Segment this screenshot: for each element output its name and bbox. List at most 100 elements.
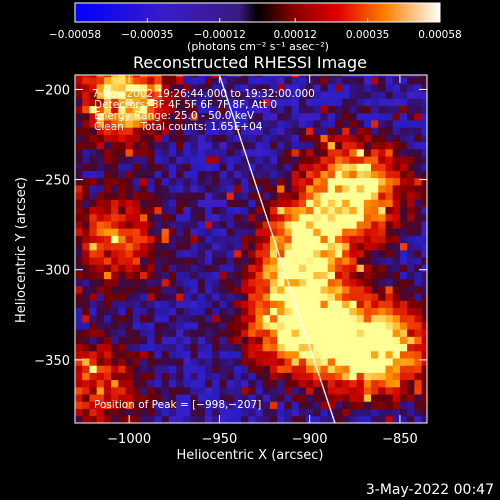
heatmap-cell (233, 156, 242, 164)
heatmap-cell (154, 401, 163, 409)
heatmap-cell (277, 213, 285, 222)
heatmap-cell (168, 75, 177, 78)
heatmap-cell (385, 314, 394, 323)
heatmap-cell (320, 235, 329, 244)
heatmap-cell (248, 401, 256, 409)
heatmap-cell (421, 264, 427, 272)
heatmap-cell (219, 285, 228, 294)
heatmap-cell (385, 386, 394, 395)
heatmap-cell (262, 120, 271, 128)
heatmap-cell (132, 264, 141, 272)
heatmap-cell (291, 394, 300, 402)
heatmap-cell (118, 314, 126, 323)
heatmap-cell (313, 408, 321, 417)
heatmap-cell (385, 257, 394, 265)
heatmap-cell (313, 120, 321, 128)
heatmap-cell (356, 242, 365, 251)
heatmap-cell (226, 322, 235, 330)
heatmap-cell (132, 300, 141, 309)
heatmap-cell (233, 163, 242, 171)
heatmap-cell (269, 249, 278, 258)
heatmap-cell (327, 293, 336, 301)
heatmap-cell (204, 199, 213, 208)
heatmap-cell (139, 249, 148, 258)
heatmap-cell (414, 228, 422, 236)
heatmap-cell (269, 177, 278, 186)
heatmap-cell (248, 242, 256, 251)
heatmap-cell (89, 408, 98, 417)
heatmap-cell (147, 213, 155, 222)
heatmap-cell (147, 156, 155, 164)
heatmap-cell (147, 84, 155, 92)
heatmap-cell (255, 293, 264, 301)
heatmap-cell (103, 192, 112, 200)
heatmap-cell (89, 213, 98, 222)
heatmap-cell (212, 141, 220, 150)
heatmap-cell (139, 257, 148, 265)
heatmap-cell (204, 112, 213, 121)
heatmap-cell (334, 221, 343, 229)
heatmap-cell (255, 105, 264, 114)
heatmap-cell (233, 278, 242, 287)
heatmap-cell (168, 293, 177, 301)
heatmap-cell (197, 112, 206, 121)
heatmap-cell (291, 206, 300, 215)
heatmap-cell (277, 415, 285, 423)
heatmap-cell (132, 91, 141, 99)
heatmap-cell (349, 285, 357, 294)
heatmap-cell (248, 271, 256, 280)
heatmap-cell (334, 365, 343, 373)
heatmap-cell (371, 372, 379, 381)
heatmap-cell (132, 322, 141, 330)
heatmap-cell (277, 379, 285, 388)
heatmap-cell (392, 221, 401, 229)
heatmap-cell (190, 127, 199, 135)
heatmap-cell (313, 285, 321, 294)
heatmap-cell (269, 365, 278, 373)
heatmap-cell (298, 343, 307, 352)
heatmap-cell (125, 242, 134, 251)
heatmap-cell (291, 350, 300, 359)
heatmap-cell (407, 257, 415, 265)
heatmap-cell (241, 120, 249, 128)
heatmap-cell (197, 329, 206, 337)
heatmap-cell (262, 350, 271, 359)
heatmap-cell (89, 358, 98, 366)
heatmap-cell (356, 206, 365, 215)
heatmap-cell (111, 127, 119, 135)
heatmap-cell (371, 343, 379, 352)
heatmap-cell (82, 350, 90, 359)
heatmap-cell (226, 112, 235, 121)
heatmap-cell (183, 358, 191, 366)
heatmap-cell (320, 322, 329, 330)
heatmap-cell (168, 372, 177, 381)
heatmap-cell (75, 271, 83, 280)
heatmap-cell (334, 120, 343, 128)
heatmap-cell (168, 199, 177, 208)
heatmap-cell (378, 141, 386, 150)
heatmap-cell (399, 206, 408, 215)
heatmap-cell (204, 235, 213, 244)
heatmap-cell (399, 257, 408, 265)
heatmap-cell (392, 75, 401, 78)
heatmap-cell (219, 307, 228, 316)
heatmap-cell (298, 127, 307, 135)
heatmap-cell (392, 170, 401, 179)
heatmap-cell (363, 163, 372, 171)
heatmap-cell (125, 84, 134, 92)
heatmap-cell (356, 184, 365, 193)
heatmap-cell (262, 112, 271, 121)
heatmap-cell (197, 91, 206, 99)
heatmap-cell (298, 98, 307, 107)
heatmap-cell (291, 127, 300, 135)
heatmap-cell (363, 350, 372, 359)
heatmap-cell (147, 278, 155, 287)
heatmap-cell (183, 336, 191, 345)
heatmap-cell (96, 278, 105, 287)
heatmap-cell (363, 134, 372, 143)
heatmap-cell (378, 134, 386, 143)
heatmap-cell (168, 336, 177, 345)
heatmap-cell (154, 249, 163, 258)
heatmap-cell (407, 322, 415, 330)
heatmap-cell (147, 379, 155, 388)
